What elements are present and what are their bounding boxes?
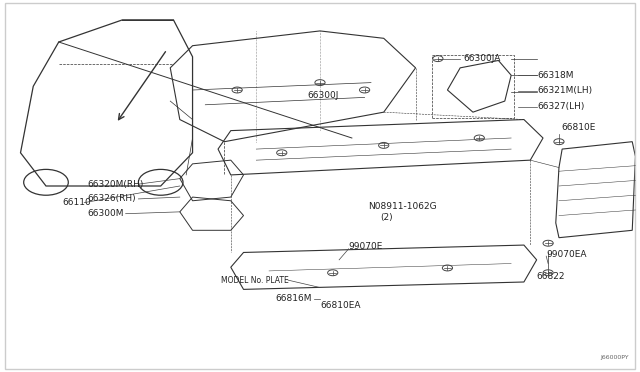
Text: 66816M: 66816M [275,294,312,303]
Text: 66321M(LH): 66321M(LH) [538,86,593,95]
Text: 99070E: 99070E [349,243,383,251]
Text: MODEL No. PLATE: MODEL No. PLATE [221,276,289,285]
Text: 66300JA: 66300JA [463,54,500,63]
Bar [431,55,515,118]
Text: 66810E: 66810E [561,124,596,132]
Text: 66810EA: 66810EA [320,301,360,311]
Text: 66327(LH): 66327(LH) [538,102,585,111]
Text: 99070EA: 99070EA [546,250,587,259]
Text: 66822: 66822 [537,272,565,281]
Text: 66300J: 66300J [307,91,339,100]
Text: J66000PY: J66000PY [600,355,629,359]
Text: 66320M(RH): 66320M(RH) [88,180,144,189]
Text: 66318M: 66318M [538,71,574,80]
Text: (2): (2) [381,213,393,222]
Text: 66110: 66110 [62,198,91,207]
Text: 66300M: 66300M [88,209,124,218]
Text: 66326(RH): 66326(RH) [88,195,136,203]
Text: N08911-1062G: N08911-1062G [368,202,436,211]
